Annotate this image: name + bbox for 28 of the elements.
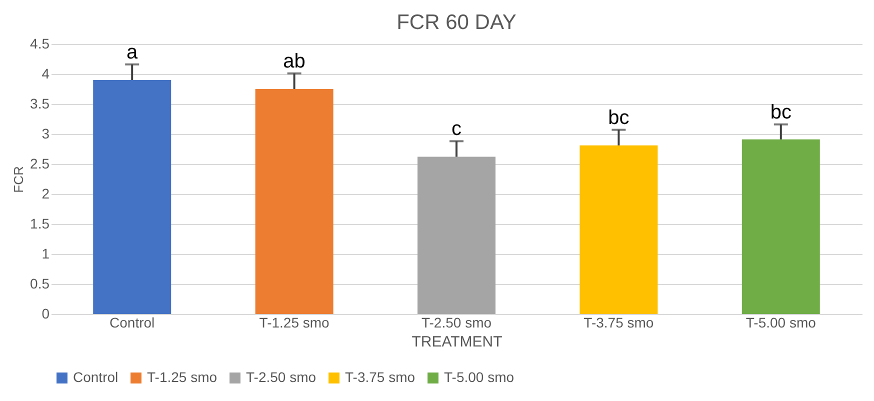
legend-label: T-3.75 smo [345,369,416,385]
y-tick-label: 3.5 [30,96,50,112]
y-axis-title: FCR [11,166,26,193]
legend-label: T-2.50 smo [246,369,316,385]
y-tick-label: 0.5 [30,276,50,292]
chart-title: FCR 60 DAY [396,11,516,34]
x-tick-label: Control [110,314,155,330]
legend-label: T-1.25 smo [147,369,218,385]
y-tick-label: 1.5 [30,216,50,232]
y-tick-label: 4 [42,66,50,82]
y-tick-label: 2.5 [30,156,50,172]
x-tick-label: T-2.50 smo [421,314,492,330]
y-tick-label: 0 [42,306,50,322]
annotation: bc [608,106,630,129]
y-tick-label: 1 [42,246,50,262]
legend-label: T-5.00 smo [444,369,514,385]
annotation: bc [770,101,792,124]
y-tick-label: 4.5 [30,36,50,52]
x-tick-label: T-3.75 smo [584,314,654,330]
annotation: a [126,41,139,64]
annotation: ab [283,50,306,72]
x-tick-label: T-5.00 smo [746,314,816,330]
x-tick-label: T-1.25 smo [259,314,330,330]
annotation: c [452,118,462,140]
y-tick-label: 2 [42,186,50,202]
x-axis-title: TREATMENT [412,334,502,350]
legend-label: Control [73,369,118,385]
y-tick-label: 3 [42,126,50,142]
